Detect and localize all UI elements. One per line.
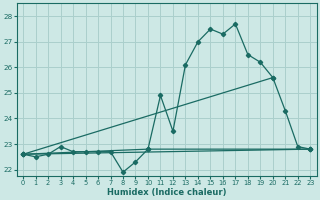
X-axis label: Humidex (Indice chaleur): Humidex (Indice chaleur) xyxy=(107,188,227,197)
